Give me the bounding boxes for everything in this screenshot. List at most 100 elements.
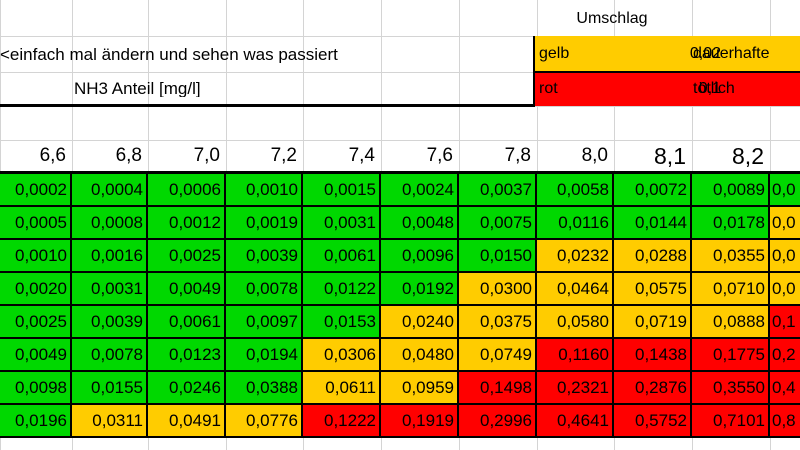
nh3-value-cell[interactable]: 0,4 — [770, 372, 800, 405]
nh3-value-cell[interactable]: 0,0480 — [381, 339, 459, 372]
nh3-value-cell[interactable]: 0,0004 — [72, 174, 148, 207]
nh3-value-cell[interactable]: 0,3550 — [692, 372, 770, 405]
nh3-value-cell[interactable]: 0,0031 — [303, 207, 381, 240]
nh3-value-cell[interactable]: 0,2996 — [459, 405, 537, 438]
nh3-value-cell[interactable]: 0,0061 — [303, 240, 381, 273]
nh3-value-cell[interactable]: 0,0194 — [226, 339, 303, 372]
nh3-value-cell[interactable]: 0,0072 — [614, 174, 692, 207]
nh3-value-cell[interactable]: 0,0575 — [614, 273, 692, 306]
ph-header-cell[interactable]: 7,2 — [270, 145, 297, 166]
nh3-value-cell[interactable]: 0,0048 — [381, 207, 459, 240]
ph-header-cell[interactable]: 7,0 — [193, 145, 220, 166]
nh3-value-cell[interactable]: 0,0015 — [303, 174, 381, 207]
nh3-value-cell[interactable]: 0,0719 — [614, 306, 692, 339]
ph-header-cell[interactable]: 6,8 — [115, 145, 142, 166]
nh3-value-cell[interactable]: 0,0192 — [381, 273, 459, 306]
nh3-value-cell[interactable]: 0,7101 — [692, 405, 770, 438]
nh3-value-cell[interactable]: 0,0580 — [537, 306, 614, 339]
nh3-value-cell[interactable]: 0,0959 — [381, 372, 459, 405]
nh3-value-cell[interactable]: 0,0006 — [148, 174, 226, 207]
nh3-value-cell[interactable]: 0,0058 — [537, 174, 614, 207]
nh3-value-cell[interactable]: 0,8 — [770, 405, 800, 438]
ph-header-cell[interactable]: 8,1 — [654, 142, 686, 169]
nh3-value-cell[interactable]: 0,0388 — [226, 372, 303, 405]
nh3-label-cell[interactable]: NH3 Anteil [mg/l] — [74, 80, 374, 97]
nh3-value-cell[interactable]: 0,0061 — [148, 306, 226, 339]
nh3-value-cell[interactable]: 0,0078 — [72, 339, 148, 372]
nh3-value-cell[interactable]: 0,0020 — [0, 273, 72, 306]
nh3-value-cell[interactable]: 0,0098 — [0, 372, 72, 405]
nh3-value-cell[interactable]: 0,0089 — [692, 174, 770, 207]
nh3-value-cell[interactable]: 0,0710 — [692, 273, 770, 306]
legend-row-gelb[interactable]: gelb 0,02 dauerhafte — [535, 36, 800, 72]
nh3-value-cell[interactable]: 0,0150 — [459, 240, 537, 273]
nh3-value-cell[interactable]: 0,0 — [770, 207, 800, 240]
nh3-value-cell[interactable]: 0,0024 — [381, 174, 459, 207]
nh3-value-cell[interactable]: 0,0010 — [226, 174, 303, 207]
nh3-value-cell[interactable]: 0,0749 — [459, 339, 537, 372]
nh3-value-cell[interactable]: 0,0611 — [303, 372, 381, 405]
nh3-value-cell[interactable]: 0,0464 — [537, 273, 614, 306]
nh3-value-cell[interactable]: 0,0039 — [72, 306, 148, 339]
nh3-value-cell[interactable]: 0,0232 — [537, 240, 614, 273]
nh3-value-cell[interactable]: 0,0153 — [303, 306, 381, 339]
nh3-value-cell[interactable]: 0,0144 — [614, 207, 692, 240]
ph-header-cell[interactable]: 7,4 — [348, 145, 375, 166]
nh3-value-cell[interactable]: 0,1438 — [614, 339, 692, 372]
nh3-value-cell[interactable]: 0,0300 — [459, 273, 537, 306]
nh3-value-cell[interactable]: 0,0097 — [226, 306, 303, 339]
note-cell[interactable]: <einfach mal ändern und sehen was passie… — [0, 46, 535, 63]
ph-header-cell[interactable]: 8,0 — [581, 145, 608, 166]
ph-header-cell[interactable]: 6,6 — [39, 145, 66, 166]
nh3-value-cell[interactable]: 0,0096 — [381, 240, 459, 273]
legend-row-rot[interactable]: rot 0,1 tötlich — [535, 72, 800, 106]
nh3-value-cell[interactable]: 0,0776 — [226, 405, 303, 438]
nh3-value-cell[interactable]: 0,2 — [770, 339, 800, 372]
nh3-value-cell[interactable]: 0,0016 — [72, 240, 148, 273]
nh3-value-cell[interactable]: 0,0005 — [0, 207, 72, 240]
nh3-value-cell[interactable]: 0,0 — [770, 273, 800, 306]
nh3-value-cell[interactable]: 0,0012 — [148, 207, 226, 240]
nh3-value-cell[interactable]: 0,0116 — [537, 207, 614, 240]
nh3-value-cell[interactable]: 0,0240 — [381, 306, 459, 339]
nh3-value-cell[interactable]: 0,0306 — [303, 339, 381, 372]
nh3-value-cell[interactable]: 0,0122 — [303, 273, 381, 306]
nh3-value-cell[interactable]: 0,0025 — [148, 240, 226, 273]
ph-header-cell[interactable]: 7,6 — [426, 145, 453, 166]
nh3-value-cell[interactable]: 0,5752 — [614, 405, 692, 438]
nh3-value-cell[interactable]: 0,0355 — [692, 240, 770, 273]
nh3-value-cell[interactable]: 0,1498 — [459, 372, 537, 405]
nh3-value-cell[interactable]: 0,0008 — [72, 207, 148, 240]
nh3-value-cell[interactable]: 0,0288 — [614, 240, 692, 273]
nh3-value-cell[interactable]: 0,1 — [770, 306, 800, 339]
nh3-value-cell[interactable]: 0,0375 — [459, 306, 537, 339]
nh3-value-cell[interactable]: 0,0019 — [226, 207, 303, 240]
nh3-value-cell[interactable]: 0,1919 — [381, 405, 459, 438]
legend-title[interactable]: Umschlag — [537, 4, 687, 34]
nh3-value-cell[interactable]: 0,2876 — [614, 372, 692, 405]
nh3-value-cell[interactable]: 0,0123 — [148, 339, 226, 372]
nh3-value-cell[interactable]: 0,0155 — [72, 372, 148, 405]
nh3-value-cell[interactable]: 0,2321 — [537, 372, 614, 405]
nh3-value-cell[interactable]: 0,0178 — [692, 207, 770, 240]
nh3-value-cell[interactable]: 0,0 — [770, 174, 800, 207]
nh3-value-cell[interactable]: 0,0078 — [226, 273, 303, 306]
nh3-value-cell[interactable]: 0,0025 — [0, 306, 72, 339]
nh3-value-cell[interactable]: 0,0010 — [0, 240, 72, 273]
nh3-value-cell[interactable]: 0,0491 — [148, 405, 226, 438]
ph-header-cell[interactable]: 7,8 — [504, 145, 531, 166]
nh3-value-cell[interactable]: 0,0196 — [0, 405, 72, 438]
nh3-value-cell[interactable]: 0,0039 — [226, 240, 303, 273]
nh3-value-cell[interactable]: 0,0031 — [72, 273, 148, 306]
nh3-value-cell[interactable]: 0,0311 — [72, 405, 148, 438]
nh3-value-cell[interactable]: 0,4641 — [537, 405, 614, 438]
nh3-value-cell[interactable]: 0,0075 — [459, 207, 537, 240]
nh3-value-cell[interactable]: 0,0888 — [692, 306, 770, 339]
nh3-value-cell[interactable]: 0,1160 — [537, 339, 614, 372]
nh3-value-cell[interactable]: 0,1222 — [303, 405, 381, 438]
nh3-value-cell[interactable]: 0,0002 — [0, 174, 72, 207]
nh3-value-cell[interactable]: 0,1775 — [692, 339, 770, 372]
nh3-value-cell[interactable]: 0,0 — [770, 240, 800, 273]
ph-header-cell[interactable]: 8,2 — [732, 142, 764, 169]
nh3-value-cell[interactable]: 0,0246 — [148, 372, 226, 405]
